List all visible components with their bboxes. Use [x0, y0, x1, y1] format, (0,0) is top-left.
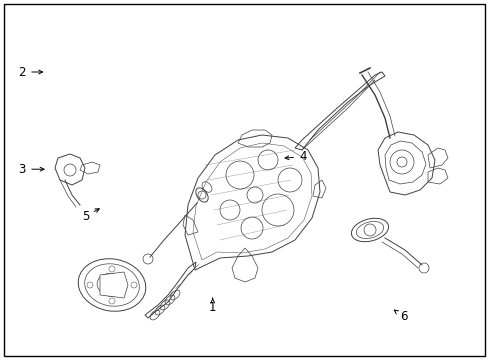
Text: 1: 1	[208, 301, 216, 314]
Text: 3: 3	[18, 163, 26, 176]
Polygon shape	[100, 272, 128, 298]
Text: 2: 2	[18, 66, 26, 78]
Text: 5: 5	[81, 210, 89, 222]
Text: 6: 6	[399, 310, 407, 323]
Text: 4: 4	[299, 150, 306, 163]
